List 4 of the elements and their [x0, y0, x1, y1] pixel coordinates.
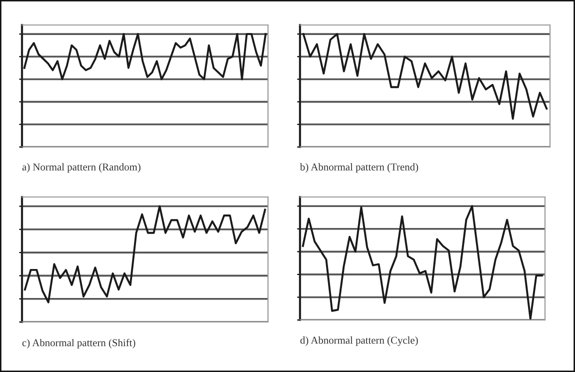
text: d) Abnormal pattern (Cycle)	[300, 336, 418, 346]
text: b) Abnormal pattern (Trend)	[300, 163, 418, 173]
text: c) Abnormal pattern (Shift)	[22, 338, 136, 348]
text: a) Normal pattern (Random)	[22, 163, 140, 173]
